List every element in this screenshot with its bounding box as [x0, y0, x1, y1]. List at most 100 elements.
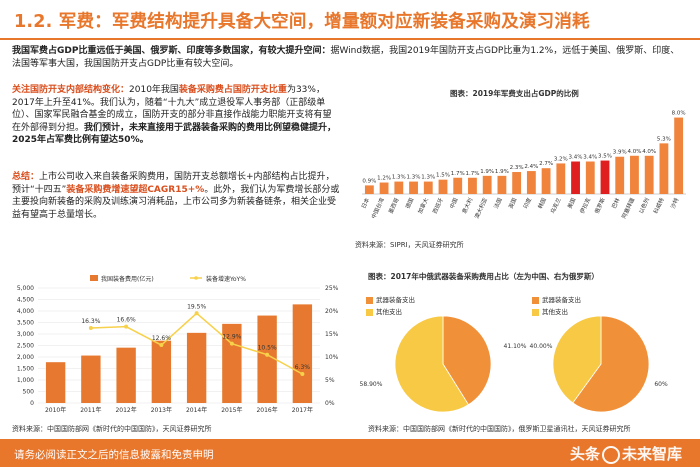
bar: [659, 143, 669, 194]
tick-label: 以色列: [637, 196, 651, 215]
growth-point: [300, 372, 305, 377]
growth-label: 6.3%: [295, 364, 311, 371]
paragraph-summary-text-1: 上市公司收入来自装备采购费用，国防开支总额增长+内部结构占比提升，预计“十四五”: [12, 172, 335, 195]
tick-label: 韩国: [536, 196, 548, 210]
growth-point: [265, 352, 270, 357]
growth-point: [124, 324, 129, 329]
paragraph-summary-highlight: 装备采购费增速望超CAGR15+%: [66, 184, 205, 195]
paragraph-gdp: 我国军费占GDP比重远低于美国、俄罗斯、印度等多数国家，有较大提升空间：据Win…: [12, 45, 688, 70]
tick-label: 巴林: [610, 196, 622, 210]
chart1-source: 资料来源：SIPRI，天风证券研究所: [355, 241, 464, 249]
legend-swatch-yellow: [366, 308, 373, 316]
tick-label: 美国: [565, 196, 577, 210]
y2-tick-label: 15%: [325, 331, 339, 338]
data-label: 1.9%: [495, 169, 509, 175]
pie-left-legend-label-equip: 武器装备支出: [376, 296, 415, 304]
y-tick-label: 4,000: [17, 308, 34, 315]
tick-label: 德国: [403, 196, 415, 210]
pie-slice: [572, 315, 650, 413]
bar: [394, 181, 404, 194]
paragraph-structure-text-2: 为33%，2017年上升至41%。我们认为，随着“十九大”成立退役军人事务部（正…: [12, 85, 332, 133]
data-label: 3.9%: [613, 150, 627, 156]
y-tick-label: 0: [30, 400, 34, 407]
paragraph-gdp-text: 据Wind数据，我国2019年国防开支占GDP比重为1.2%，远低于美国、俄罗斯…: [12, 46, 680, 69]
bar: [45, 362, 66, 403]
paragraph-summary-text-2: 。此外，我们认为军费增长部分或主要投向新装备的采购及训练演习消耗品，上市公司多为…: [12, 184, 340, 220]
paragraph-structure-lead: 关注国防开支内部结构变化：: [12, 85, 130, 95]
watermark-right: 未来智库: [621, 445, 682, 463]
x-tick-label: 2016年: [256, 406, 277, 414]
growth-label: 19.5%: [187, 303, 206, 310]
data-label: 1.7%: [465, 171, 479, 177]
paragraph-structure-highlight: 装备采购费占国防开支比重: [178, 85, 287, 95]
paragraph-structure-text-1: 2010年我国: [129, 85, 179, 95]
data-label: 1.9%: [480, 169, 494, 175]
y-tick-label: 3,500: [17, 320, 34, 327]
legend-label: 我国装备费用(亿元): [101, 275, 154, 283]
tick-label: 加拿大: [416, 196, 430, 215]
growth-label: 10.5%: [258, 345, 277, 352]
legend-label: 装备增速YoY%: [206, 275, 246, 283]
growth-label: 12.9%: [222, 334, 241, 341]
x-tick-label: 2017年: [292, 406, 313, 414]
pie-charts: 41.10% 58.90% 60% 40.00%: [360, 315, 668, 413]
pie-label: 58.90%: [360, 381, 383, 388]
x-tick-label: 2012年: [115, 406, 136, 414]
page-title: 1.2. 军费：军费结构提升具备大空间，增量额对应新装备采购及演习消耗: [14, 12, 590, 32]
bar: [644, 155, 654, 194]
growth-point: [159, 343, 164, 348]
tick-label: 俄罗斯: [593, 196, 607, 215]
data-label: 4.0%: [627, 149, 641, 155]
pie-label: 40.00%: [530, 343, 553, 350]
bar: [526, 171, 536, 194]
bar: [409, 181, 418, 194]
y2-tick-label: 25%: [325, 285, 339, 292]
data-label: 1.3%: [421, 175, 435, 181]
y-tick-label: 500: [23, 389, 35, 396]
y-tick-label: 2,500: [17, 343, 34, 350]
bar: [468, 177, 477, 194]
y2-tick-label: 0%: [325, 400, 335, 407]
bar: [116, 347, 136, 403]
tick-label: 墨西哥: [387, 196, 401, 214]
data-label: 1.3%: [392, 175, 406, 181]
bar: [600, 160, 610, 194]
bar: [571, 161, 580, 194]
tick-label: 中国台湾: [369, 196, 386, 220]
data-label: 3.5%: [598, 154, 612, 160]
growth-point: [88, 326, 93, 331]
pie-left-legend-equip: 武器装备支出: [366, 294, 415, 304]
data-label: 2.3%: [510, 165, 524, 171]
growth-label: 16.6%: [117, 317, 136, 324]
x-tick-label: 2013年: [151, 406, 172, 414]
bar: [585, 161, 595, 194]
data-label: 3.4%: [583, 155, 597, 161]
data-label: 1.7%: [451, 171, 465, 177]
y2-tick-label: 20%: [325, 308, 339, 315]
bar: [364, 185, 374, 194]
tick-label: 意大利: [460, 196, 474, 214]
tick-label: 澳大利亚: [472, 196, 489, 220]
footer-bar: 请务必阅读正文之后的信息披露和免责申明 头条 未来智库: [0, 439, 700, 467]
bar: [541, 168, 551, 194]
legend-swatch-orange: [366, 296, 373, 304]
bar: [512, 172, 522, 194]
bar: [497, 175, 507, 194]
y-tick-label: 4,500: [17, 297, 34, 304]
title-divider: [0, 38, 700, 40]
chart3-caption: 图表：2017年中俄武器装备采购费用占比（左为中国、右为俄罗斯）: [368, 272, 599, 281]
bar: [257, 315, 277, 403]
tick-label: 乌克兰: [548, 196, 562, 215]
pie-right-legend-label-other: 其他支出: [542, 308, 568, 316]
legend-swatch-orange: [532, 296, 539, 304]
x-tick-label: 2010年: [45, 406, 66, 414]
data-label: 2.7%: [539, 161, 553, 167]
data-label: 0.9%: [362, 178, 376, 184]
y2-tick-label: 10%: [325, 354, 339, 361]
bar: [556, 163, 566, 194]
bar: [222, 323, 242, 403]
tick-label: 中国: [448, 196, 460, 210]
data-label: 1.2%: [377, 176, 391, 182]
pie-left-legend-label-other: 其他支出: [376, 308, 402, 316]
watermark-left: 头条: [569, 445, 600, 463]
